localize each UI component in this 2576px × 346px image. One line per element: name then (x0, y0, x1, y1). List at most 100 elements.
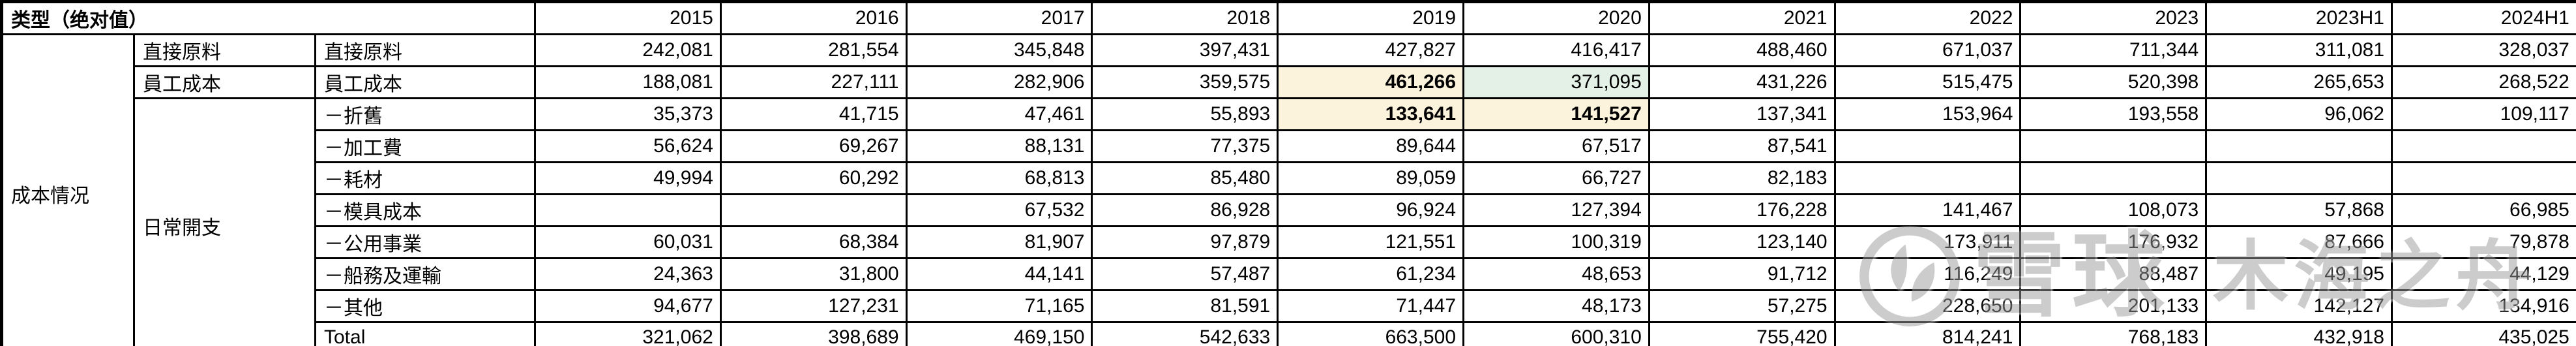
value-cell: 671,037 (1833, 33, 2022, 67)
table-row: Total 321,062 398,689 469,150 542,633 663,500… (2, 321, 2576, 346)
value-cell: 88,487 (2019, 257, 2208, 291)
value-cell: 60,031 (534, 225, 722, 259)
value-cell: 91,712 (1648, 257, 1836, 291)
table-row: －公用事業 60,031 68,384 81,907 97,879 121,551 100,… (2, 225, 2576, 259)
value-cell: 55,893 (1091, 97, 1279, 131)
value-cell: 141,527 (1462, 97, 1650, 131)
item-label: Total (314, 321, 537, 346)
value-cell: 431,226 (1648, 65, 1836, 99)
value-cell: 94,677 (534, 289, 722, 323)
value-cell: 228,650 (1833, 289, 2022, 323)
value-cell: 176,932 (2019, 225, 2208, 259)
value-cell: 96,062 (2205, 97, 2393, 131)
value-cell: 67,532 (905, 193, 1093, 227)
value-cell: 49,195 (2205, 257, 2393, 291)
item-label: －加工費 (314, 129, 537, 163)
year-header-2017: 2017 (905, 1, 1093, 35)
value-cell: 57,275 (1648, 289, 1836, 323)
category-cell: 員工成本 (133, 65, 316, 99)
value-cell: 68,813 (905, 161, 1093, 195)
value-cell: 127,231 (719, 289, 908, 323)
value-cell: 71,447 (1277, 289, 1465, 323)
value-cell: 137,341 (1648, 97, 1836, 131)
value-cell: 77,375 (1091, 129, 1279, 163)
value-cell: 188,081 (534, 65, 722, 99)
value-cell (534, 193, 722, 227)
value-cell: 328,037 (2391, 33, 2576, 67)
value-cell: 663,500 (1277, 321, 1465, 346)
value-cell: 41,715 (719, 97, 908, 131)
value-cell: 31,800 (719, 257, 908, 291)
value-cell: 66,985 (2391, 193, 2576, 227)
value-cell: 24,363 (534, 257, 722, 291)
value-cell: 282,906 (905, 65, 1093, 99)
item-label: －公用事業 (314, 225, 537, 259)
item-label: 直接原料 (314, 33, 537, 67)
value-cell: 87,541 (1648, 129, 1836, 163)
item-label: －折舊 (314, 97, 537, 131)
year-header-2020: 2020 (1462, 1, 1650, 35)
value-cell: 68,384 (719, 225, 908, 259)
year-header-2018: 2018 (1091, 1, 1279, 35)
value-cell: 67,517 (1462, 129, 1650, 163)
value-cell: 435,025 (2391, 321, 2576, 346)
year-header-2019: 2019 (1277, 1, 1465, 35)
value-cell: 89,644 (1277, 129, 1465, 163)
value-cell: 201,133 (2019, 289, 2208, 323)
value-cell: 97,879 (1091, 225, 1279, 259)
table-row: 成本情况 直接原料 直接原料 242,081 281,554 345,848 397,431… (1, 33, 2576, 346)
value-cell: 69,267 (719, 129, 908, 163)
value-cell: 57,868 (2205, 193, 2393, 227)
value-cell: 345,848 (905, 33, 1093, 67)
value-cell: 49,994 (534, 161, 722, 195)
value-cell (2391, 129, 2576, 163)
row-group-label: 成本情况 (1, 33, 135, 346)
value-cell: 71,165 (905, 289, 1093, 323)
value-cell: 432,918 (2205, 321, 2393, 346)
item-label: －耗材 (314, 161, 537, 195)
value-cell: 153,964 (1833, 97, 2022, 131)
value-cell: 173,911 (1833, 225, 2022, 259)
value-cell: 311,081 (2205, 33, 2393, 67)
year-header-2023: 2023 (2019, 1, 2208, 35)
table-row: 日常開支 －折舊 35,373 41,715 47,461 55,893 133,641 14… (2, 97, 2576, 346)
table-row: －模具成本 67,532 86,928 96,924 127,394 176,228 141… (2, 193, 2576, 227)
item-label: －模具成本 (314, 193, 537, 227)
value-cell: 134,916 (2391, 289, 2576, 323)
value-cell: 768,183 (2019, 321, 2208, 346)
year-header-2021: 2021 (1648, 1, 1836, 35)
year-header-2022: 2022 (1833, 1, 2022, 35)
value-cell: 109,117 (2391, 97, 2576, 131)
value-cell: 121,551 (1277, 225, 1465, 259)
value-cell (2019, 129, 2208, 163)
value-cell: 87,666 (2205, 225, 2393, 259)
table-row: －加工費 56,624 69,267 88,131 77,375 89,644 67,517… (2, 129, 2576, 163)
value-cell: 265,653 (2205, 65, 2393, 99)
value-cell: 416,417 (1462, 33, 1650, 67)
value-cell: 133,641 (1277, 97, 1465, 131)
value-cell: 85,480 (1091, 161, 1279, 195)
item-label: 員工成本 (314, 65, 537, 99)
value-cell: 469,150 (905, 321, 1093, 346)
category-cell: 直接原料 (133, 33, 316, 67)
value-cell: 488,460 (1648, 33, 1836, 67)
value-cell (1833, 129, 2022, 163)
value-cell: 61,234 (1277, 257, 1465, 291)
value-cell: 44,141 (905, 257, 1093, 291)
value-cell: 86,928 (1091, 193, 1279, 227)
value-cell: 227,111 (719, 65, 908, 99)
value-cell: 542,633 (1091, 321, 1279, 346)
category-cell: 日常開支 (133, 97, 316, 346)
value-cell (2205, 129, 2393, 163)
table-row: －船務及運輸 24,363 31,800 44,141 57,487 61,234 48,6… (2, 257, 2576, 291)
value-cell: 89,059 (1277, 161, 1465, 195)
value-cell: 281,554 (719, 33, 908, 67)
value-cell: 600,310 (1462, 321, 1650, 346)
value-cell: 515,475 (1833, 65, 2022, 99)
value-cell: 81,591 (1091, 289, 1279, 323)
value-cell: 123,140 (1648, 225, 1836, 259)
value-cell: 60,292 (719, 161, 908, 195)
value-cell: 88,131 (905, 129, 1093, 163)
value-cell: 520,398 (2019, 65, 2208, 99)
